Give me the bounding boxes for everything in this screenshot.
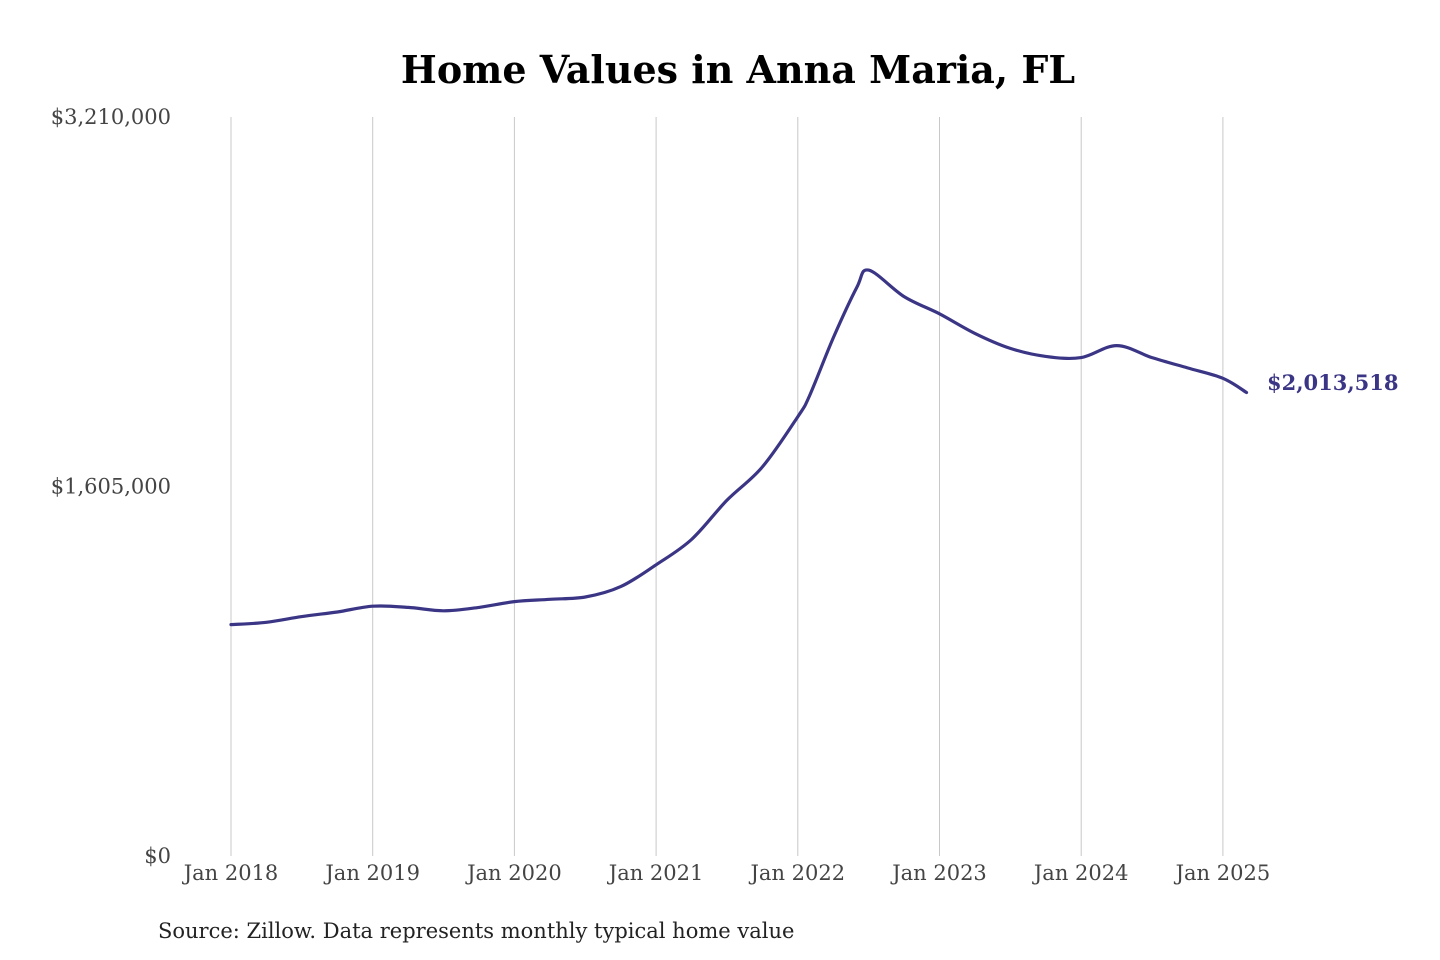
- x-tick-label: Jan 2021: [607, 861, 704, 885]
- end-value-label: $2,013,518: [1267, 370, 1399, 395]
- chart-title: Home Values in Anna Maria, FL: [401, 47, 1075, 92]
- x-tick-label: Jan 2022: [749, 861, 846, 885]
- y-tick-label: $1,605,000: [51, 475, 171, 499]
- x-tick-label: Jan 2024: [1032, 861, 1129, 885]
- x-tick-label: Jan 2018: [182, 861, 279, 885]
- x-axis-tick-labels: Jan 2018 Jan 2019 Jan 2020 Jan 2021 Jan 2022…: [182, 861, 1270, 885]
- y-tick-label: $0: [144, 844, 171, 868]
- x-tick-label: Jan 2023: [890, 861, 987, 885]
- y-axis-tick-labels: $0 $1,605,000 $3,210,000: [51, 105, 171, 868]
- x-tick-label: Jan 2025: [1174, 861, 1271, 885]
- series-layer: [229, 268, 1249, 627]
- vertical-gridlines: [230, 117, 1224, 856]
- series-line-0: [229, 268, 1249, 627]
- x-tick-label: Jan 2019: [323, 861, 420, 885]
- source-note: Source: Zillow. Data represents monthly …: [158, 919, 794, 943]
- y-tick-label: $3,210,000: [51, 105, 171, 129]
- x-tick-label: Jan 2020: [465, 861, 562, 885]
